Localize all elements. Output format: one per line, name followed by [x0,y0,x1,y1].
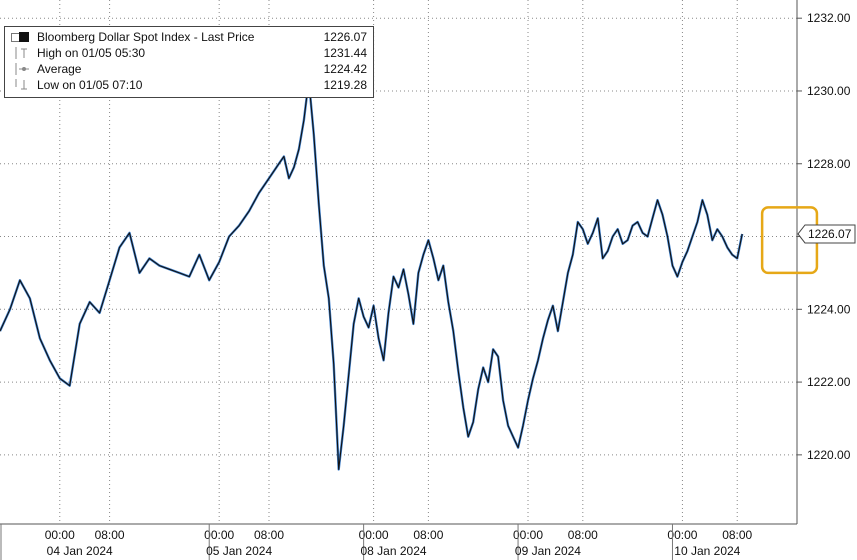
x-date-label: 04 Jan 2024 [47,544,113,558]
y-tick-label: 1228.00 [807,157,851,171]
legend-label: High on 01/05 05:30 [37,46,146,60]
x-time-label: 08:00 [722,528,752,542]
legend-value: 1226.07 [323,30,367,44]
x-time-label: 00:00 [204,528,234,542]
legend-value: 1224.42 [323,62,367,76]
high-marker-icon [15,47,27,59]
legend-label: Bloomberg Dollar Spot Index - Last Price [37,30,255,44]
x-time-label: 08:00 [568,528,598,542]
y-tick-label: 1222.00 [807,375,851,389]
low-marker-icon [15,79,27,90]
x-time-label: 00:00 [513,528,543,542]
horizontal-gridlines [0,17,797,456]
vertical-gridlines [59,0,738,524]
last-price-marker: 1226.07 [797,224,856,244]
legend-item-high: High on 01/05 05:30 1231.44 [11,45,367,61]
series-line [0,79,743,470]
x-time-label: 08:00 [254,528,284,542]
legend-value: 1231.44 [323,46,367,60]
x-time-label: 08:00 [413,528,443,542]
x-axis-ticks: 00:00 08:00 00:00 08:00 00:00 08:00 00:00 08:00… [0,524,753,560]
y-tick-label: 1232.00 [807,11,851,25]
average-marker-icon [15,63,29,75]
x-time-label: 00:00 [667,528,697,542]
black-square-icon [19,32,29,42]
x-axis-band [0,525,797,560]
legend-item-last-price: Bloomberg Dollar Spot Index - Last Price… [11,29,367,45]
x-date-label: 05 Jan 2024 [206,544,272,558]
x-time-label: 00:00 [45,528,75,542]
legend-label: Low on 01/05 07:10 [37,78,143,92]
chart-legend: Bloomberg Dollar Spot Index - Last Price… [4,26,374,98]
legend-item-average: Average 1224.42 [11,61,367,77]
last-price-label: 1226.07 [808,227,852,241]
x-time-label: 00:00 [359,528,389,542]
legend-value: 1219.28 [323,78,367,92]
x-date-label: 10 Jan 2024 [674,544,740,558]
y-tick-label: 1224.00 [807,302,851,316]
y-tick-label: 1220.00 [807,448,851,462]
y-tick-label: 1230.00 [807,84,851,98]
x-date-label: 08 Jan 2024 [360,544,426,558]
x-date-label: 09 Jan 2024 [515,544,581,558]
last-price-tag [797,224,856,244]
series-group [0,78,744,471]
x-time-label: 08:00 [95,528,125,542]
legend-label: Average [37,62,82,76]
legend-item-low: Low on 01/05 07:10 1219.28 [11,77,367,93]
